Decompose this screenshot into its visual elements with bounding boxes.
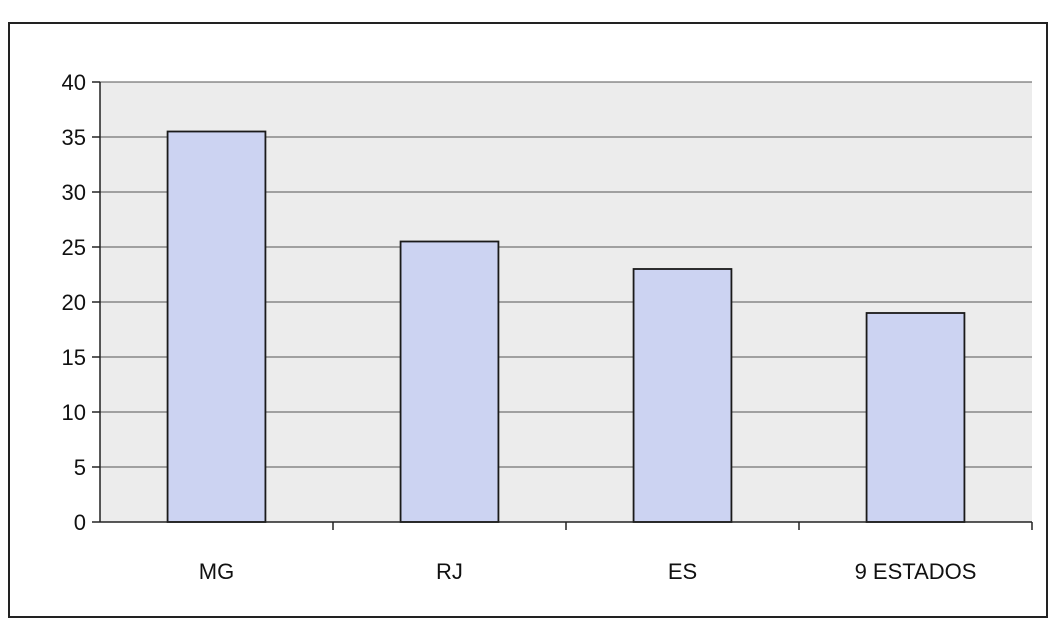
bar-es: [632, 268, 733, 523]
x-category-label: 9 ESTADOS: [855, 559, 977, 584]
bar-rj: [399, 240, 500, 523]
y-tick-labels: 0 5 10 15 20 25 30 35 40: [62, 70, 86, 535]
bars: [166, 130, 966, 523]
bar-mg: [166, 130, 267, 523]
x-category-labels: MG RJ ES 9 ESTADOS: [199, 559, 977, 584]
y-tick-label: 0: [74, 510, 86, 535]
y-tick-label: 25: [62, 235, 86, 260]
y-tick-label: 10: [62, 400, 86, 425]
bar-9-estados: [865, 312, 966, 523]
x-category-label: MG: [199, 559, 234, 584]
axes: [92, 81, 1033, 530]
y-tick-label: 35: [62, 125, 86, 150]
x-category-label: RJ: [436, 559, 463, 584]
y-tick-label: 40: [62, 70, 86, 95]
y-tick-label: 20: [62, 290, 86, 315]
y-tick-label: 15: [62, 345, 86, 370]
x-category-label: ES: [668, 559, 697, 584]
y-tick-label: 30: [62, 180, 86, 205]
y-tick-label: 5: [74, 455, 86, 480]
